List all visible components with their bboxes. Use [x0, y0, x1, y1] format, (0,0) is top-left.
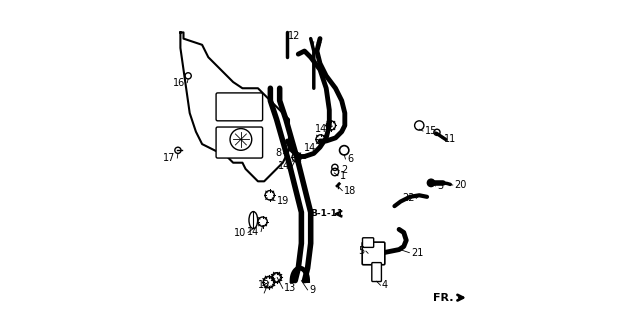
Text: 21: 21	[411, 248, 423, 258]
Text: 13: 13	[284, 283, 296, 293]
Text: 19: 19	[276, 196, 289, 206]
FancyBboxPatch shape	[216, 127, 262, 158]
Text: 22: 22	[402, 193, 415, 203]
Text: 6: 6	[347, 154, 353, 164]
Text: 14: 14	[278, 162, 291, 172]
Text: 7: 7	[315, 42, 321, 52]
Text: 14: 14	[247, 227, 259, 237]
FancyBboxPatch shape	[372, 263, 381, 281]
Text: 5: 5	[358, 246, 364, 256]
Text: 13: 13	[258, 280, 270, 290]
Text: 20: 20	[454, 180, 467, 190]
Text: FR.: FR.	[433, 293, 453, 303]
FancyBboxPatch shape	[362, 242, 385, 265]
Text: 1: 1	[340, 171, 346, 181]
Text: 12: 12	[289, 30, 301, 40]
FancyBboxPatch shape	[362, 238, 374, 247]
Text: 14: 14	[304, 143, 316, 153]
Ellipse shape	[249, 212, 258, 228]
Text: 3: 3	[437, 181, 443, 191]
Text: 18: 18	[344, 186, 356, 196]
Text: 2: 2	[340, 166, 347, 176]
Text: 10: 10	[234, 228, 246, 238]
Text: B-1-11: B-1-11	[310, 209, 343, 218]
Text: 17: 17	[163, 153, 176, 163]
Text: 9: 9	[309, 285, 316, 295]
Text: 4: 4	[382, 280, 388, 290]
FancyBboxPatch shape	[216, 93, 262, 121]
Text: 14: 14	[315, 124, 327, 134]
Text: 15: 15	[424, 126, 437, 136]
Circle shape	[428, 179, 435, 187]
Text: 16: 16	[173, 78, 186, 88]
Text: 11: 11	[444, 134, 456, 143]
Text: 8: 8	[276, 148, 282, 158]
